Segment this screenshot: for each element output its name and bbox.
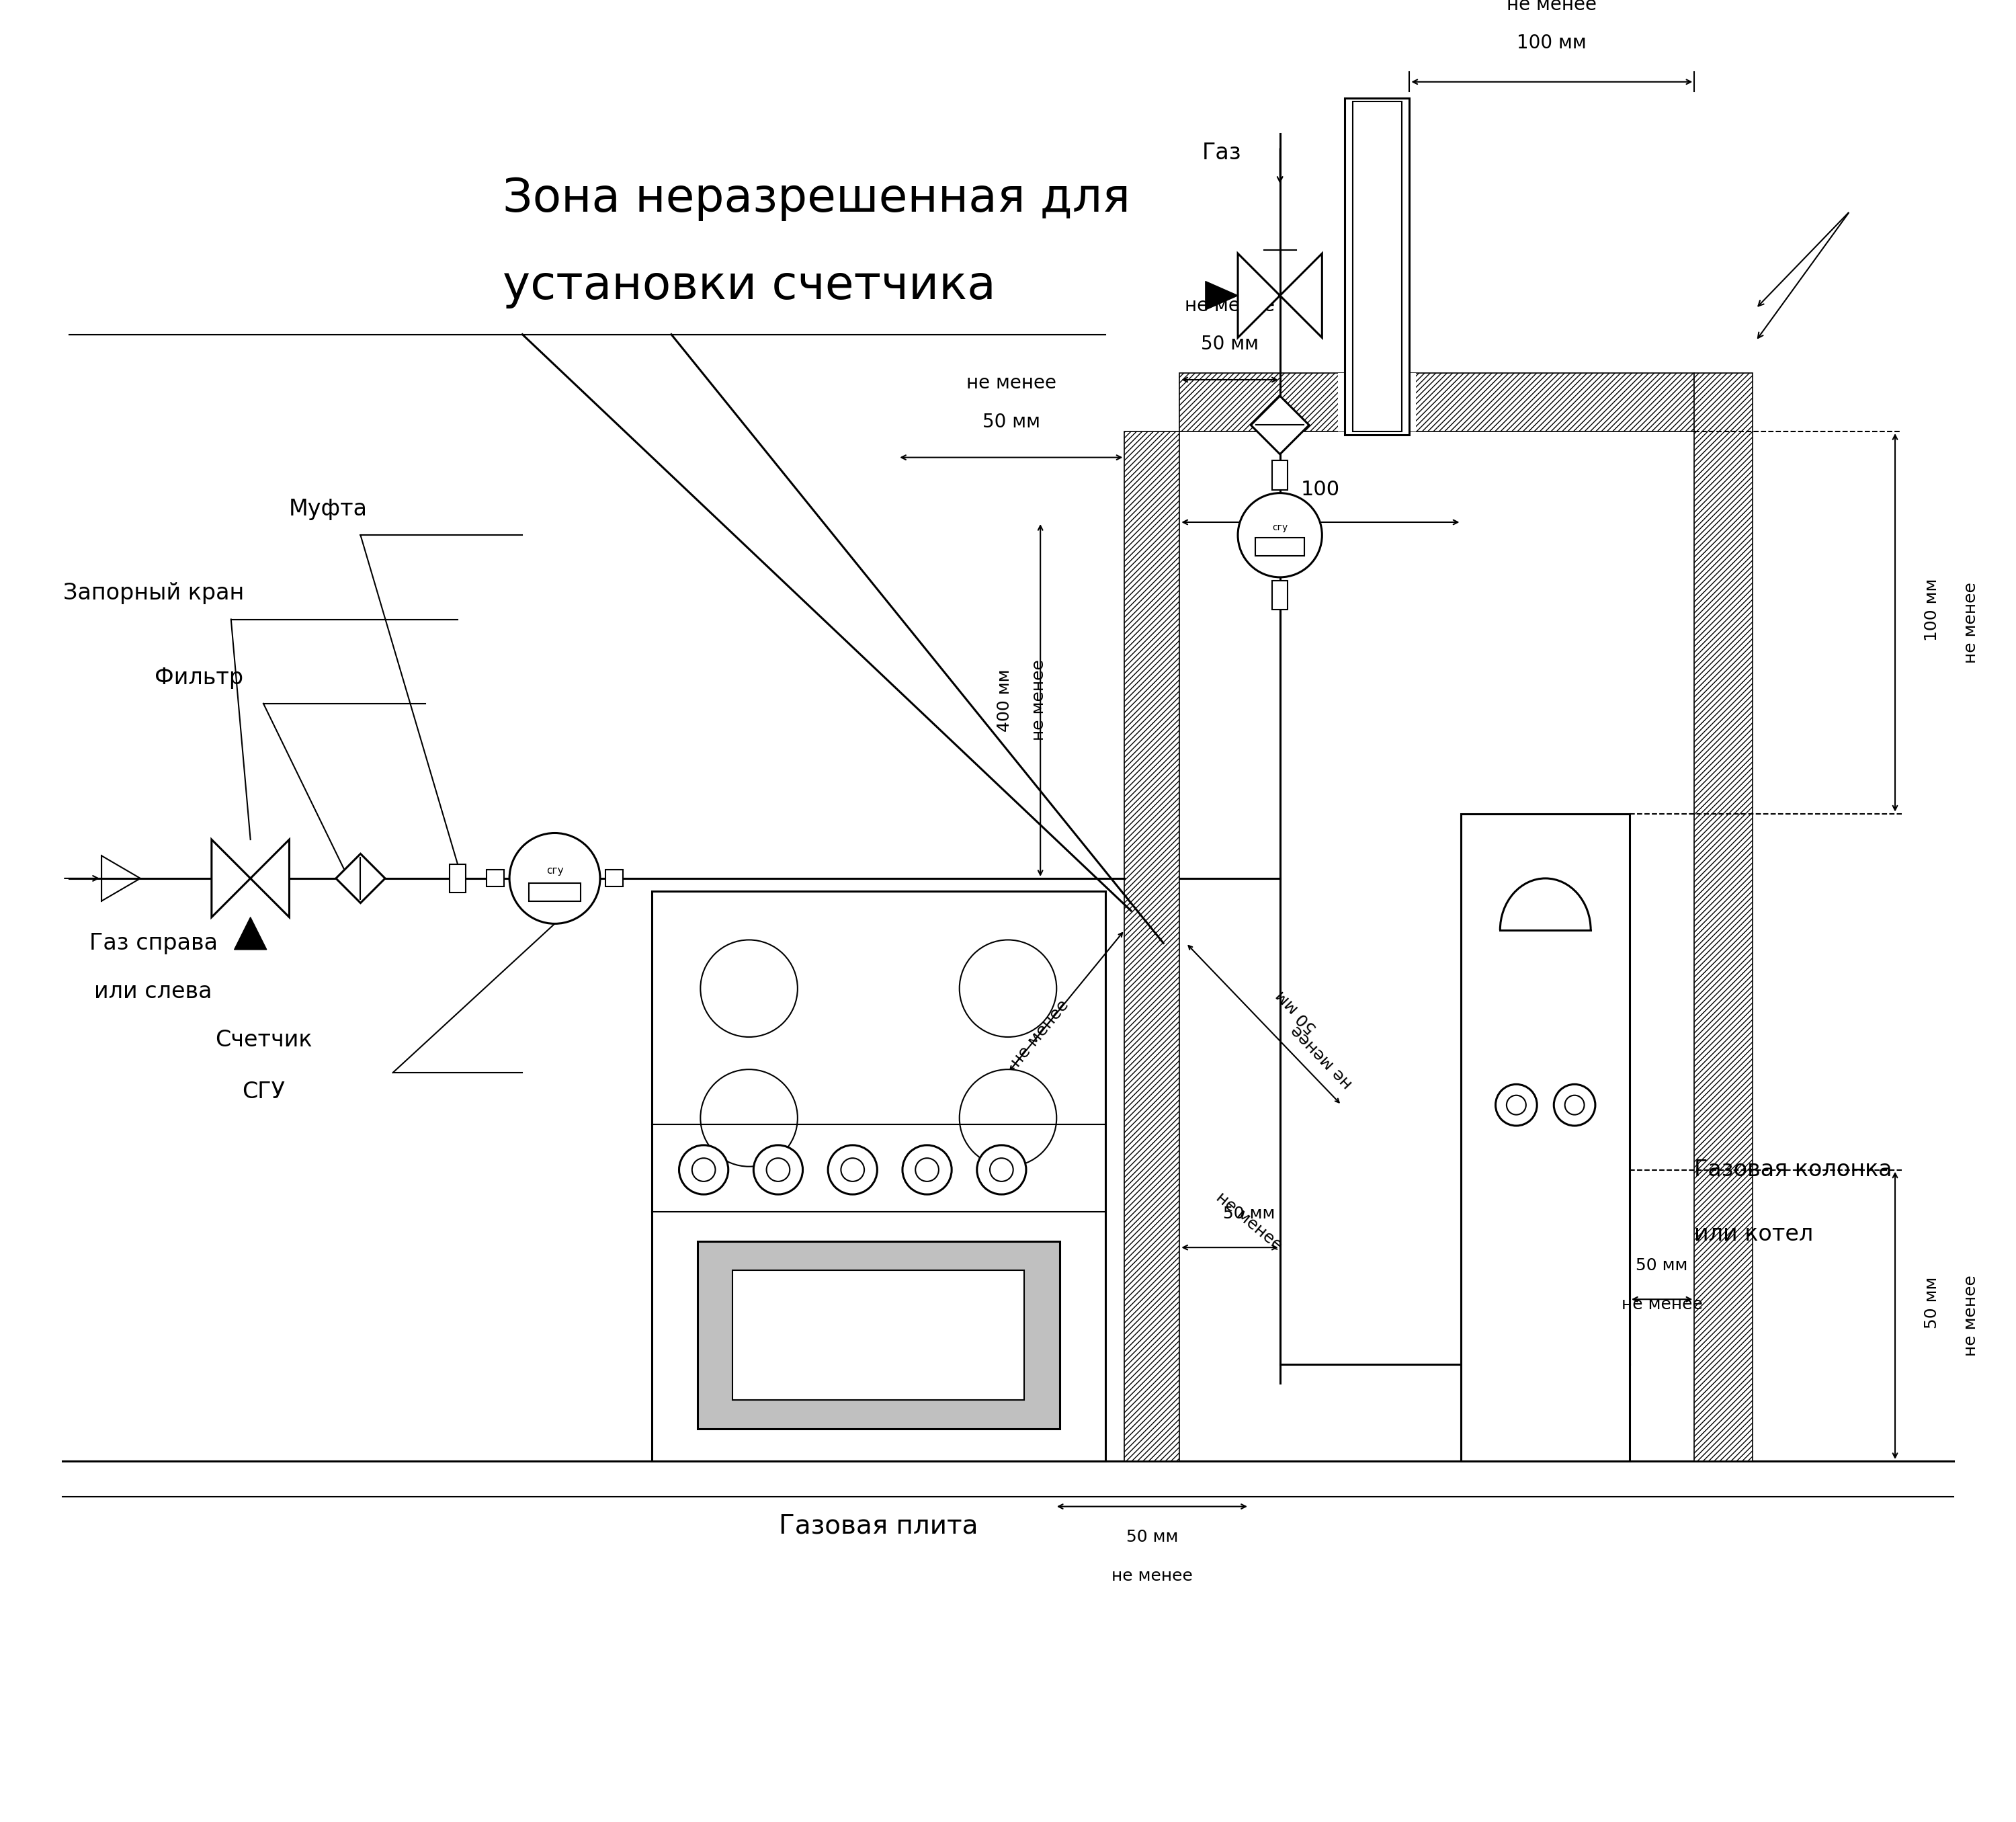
Text: не менее: не менее	[1964, 1275, 1980, 1356]
Circle shape	[510, 833, 601, 924]
Text: сгу: сгу	[546, 865, 562, 876]
Text: не менее: не менее	[1008, 997, 1073, 1070]
Polygon shape	[337, 855, 385, 904]
Text: Фильтр: Фильтр	[155, 667, 244, 689]
Bar	[486, 869, 504, 887]
Text: Муфта: Муфта	[288, 497, 367, 521]
Text: 50 мм: 50 мм	[1923, 1277, 1939, 1328]
Text: не менее: не менее	[1506, 0, 1597, 15]
Text: не менее: не менее	[966, 374, 1056, 394]
Text: Счетчик: Счетчик	[216, 1029, 312, 1051]
Text: 400 мм: 400 мм	[996, 669, 1012, 732]
Text: не менее: не менее	[1214, 1190, 1286, 1254]
Polygon shape	[212, 840, 288, 916]
Text: сгу: сгу	[1272, 523, 1288, 532]
Polygon shape	[1250, 395, 1308, 454]
Polygon shape	[234, 916, 266, 949]
Text: не менее: не менее	[1621, 1295, 1704, 1312]
Polygon shape	[1206, 281, 1238, 310]
Text: Газовая плита: Газовая плита	[778, 1512, 978, 1540]
Circle shape	[754, 1146, 802, 1195]
Text: Запорный кран: Запорный кран	[62, 583, 244, 605]
Text: 100 мм: 100 мм	[1923, 578, 1939, 641]
Text: 50 мм: 50 мм	[1127, 1529, 1177, 1545]
Circle shape	[978, 1146, 1026, 1195]
Text: 100: 100	[1300, 479, 1341, 499]
Circle shape	[960, 1070, 1056, 1166]
Bar	[1462, 814, 1629, 1461]
Bar	[651, 891, 1105, 1461]
Text: Газовая колонка: Газовая колонка	[1693, 1159, 1893, 1181]
Text: не менее: не менее	[1111, 1569, 1193, 1583]
Text: Газ: Газ	[1202, 142, 1242, 164]
Text: 50 мм: 50 мм	[1272, 988, 1320, 1035]
Bar	[1125, 432, 1179, 1461]
Bar	[528, 884, 581, 902]
Circle shape	[691, 1159, 716, 1181]
Circle shape	[766, 1159, 790, 1181]
Polygon shape	[1238, 253, 1322, 337]
Bar	[1353, 102, 1401, 432]
Text: 50 мм: 50 мм	[998, 964, 1044, 1013]
Bar	[605, 869, 623, 887]
Circle shape	[700, 940, 798, 1037]
Text: не менее: не менее	[1185, 297, 1274, 315]
Circle shape	[990, 1159, 1014, 1181]
Text: Зона неразрешенная для: Зона неразрешенная для	[502, 177, 1131, 220]
Text: 50 мм: 50 мм	[1224, 1206, 1276, 1221]
Text: или котел: или котел	[1693, 1223, 1814, 1246]
Circle shape	[700, 1070, 798, 1166]
Text: не менее: не менее	[1030, 660, 1046, 742]
Text: 50 мм: 50 мм	[1635, 1257, 1687, 1274]
Circle shape	[903, 1146, 952, 1195]
Circle shape	[1238, 494, 1322, 578]
Text: не менее: не менее	[1288, 1022, 1357, 1091]
Bar	[1339, 374, 1415, 432]
Circle shape	[960, 940, 1056, 1037]
Bar	[1345, 98, 1409, 435]
Bar	[1256, 537, 1304, 556]
Circle shape	[1496, 1084, 1536, 1126]
Bar	[1272, 581, 1288, 610]
Text: 50 мм: 50 мм	[982, 414, 1040, 432]
Text: или слева: или слева	[95, 980, 212, 1002]
Circle shape	[829, 1146, 877, 1195]
Bar	[450, 864, 466, 893]
Circle shape	[1554, 1084, 1595, 1126]
Text: Газ справа: Газ справа	[89, 933, 218, 955]
Text: СГУ: СГУ	[242, 1080, 284, 1102]
Circle shape	[1506, 1095, 1526, 1115]
Circle shape	[679, 1146, 728, 1195]
Bar	[1693, 374, 1752, 1461]
Text: 100 мм: 100 мм	[1516, 35, 1587, 53]
Text: не менее: не менее	[1964, 581, 1980, 663]
Text: 50 мм: 50 мм	[1202, 335, 1258, 353]
Bar	[732, 1270, 1024, 1399]
Bar	[698, 1241, 1060, 1428]
Bar	[1272, 461, 1288, 490]
Circle shape	[841, 1159, 865, 1181]
Bar	[1179, 374, 1693, 432]
Circle shape	[1564, 1095, 1585, 1115]
Circle shape	[915, 1159, 939, 1181]
Text: установки счетчика: установки счетчика	[502, 264, 996, 308]
